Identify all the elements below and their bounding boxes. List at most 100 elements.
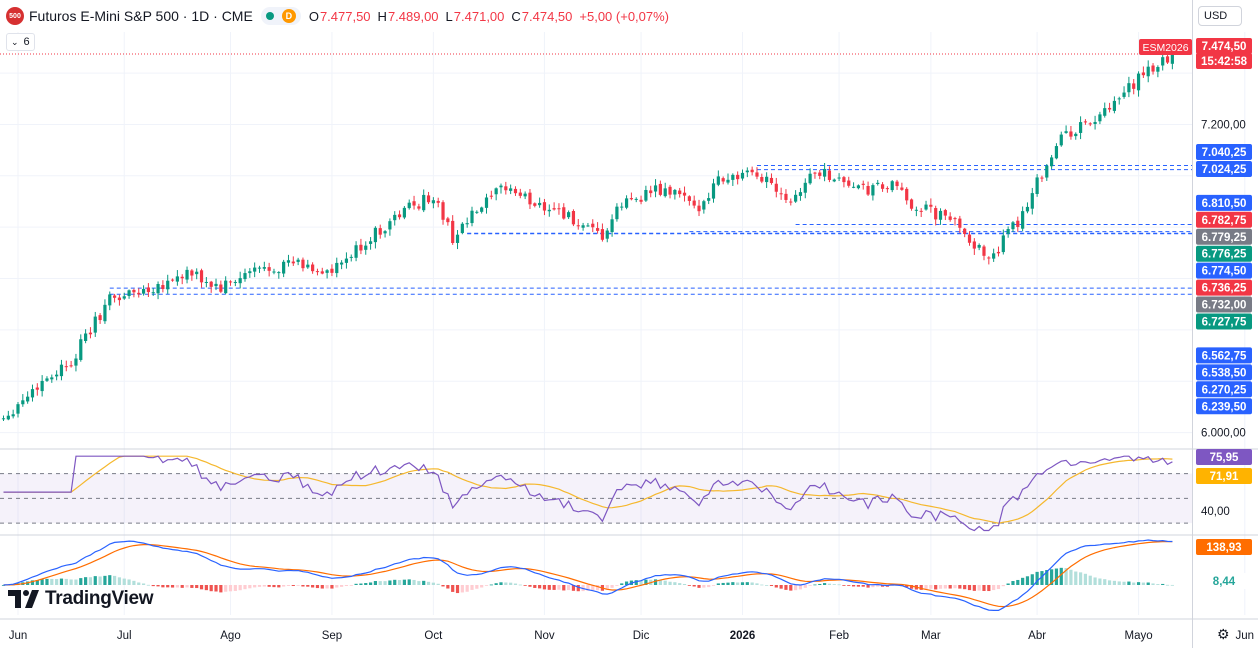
time-axis-label: Oct bbox=[424, 630, 443, 642]
macd-histogram-bar bbox=[1151, 583, 1155, 585]
macd-histogram-bar bbox=[866, 585, 870, 588]
macd-histogram-bar bbox=[1030, 574, 1034, 585]
candle-body bbox=[992, 253, 996, 259]
candle-body bbox=[760, 177, 764, 182]
candle-body bbox=[509, 188, 513, 191]
candle-body bbox=[248, 271, 252, 274]
candle-body bbox=[827, 170, 832, 180]
candle-body bbox=[465, 223, 469, 225]
macd-histogram-bar bbox=[282, 585, 286, 587]
macd-histogram-bar bbox=[827, 583, 832, 585]
candle-body bbox=[692, 200, 696, 206]
level-label-bg bbox=[1196, 347, 1252, 364]
macd-histogram-bar bbox=[253, 585, 257, 588]
candle-body bbox=[586, 225, 590, 227]
market-status-pill[interactable]: D bbox=[260, 7, 301, 25]
candle-body bbox=[214, 283, 218, 287]
macd-histogram-bar bbox=[755, 583, 759, 585]
macd-histogram-bar bbox=[407, 579, 411, 585]
candle-body bbox=[682, 192, 687, 196]
candle-body bbox=[1117, 98, 1121, 100]
macd-histogram-bar bbox=[84, 577, 88, 585]
candle-body bbox=[132, 289, 136, 293]
time-axis-label: Jun bbox=[1236, 630, 1255, 642]
rsi-value-label: 75,95 bbox=[1210, 452, 1239, 464]
candle-body bbox=[595, 228, 600, 231]
candle-body bbox=[195, 271, 199, 275]
time-axis-label: Nov bbox=[534, 630, 555, 642]
candle-body bbox=[446, 218, 450, 223]
macd-histogram-bar bbox=[1011, 581, 1015, 585]
macd-histogram-bar bbox=[711, 585, 716, 586]
currency-selector[interactable]: USD bbox=[1198, 6, 1242, 26]
macd-histogram-bar bbox=[818, 583, 822, 585]
candle-body bbox=[842, 177, 846, 183]
macd-histogram-bar bbox=[325, 585, 329, 589]
level-label: 6.774,50 bbox=[1202, 266, 1247, 278]
settings-gear-icon[interactable]: ⚙ bbox=[1217, 626, 1230, 642]
candle-body bbox=[769, 177, 774, 184]
tradingview-logo[interactable]: TradingView bbox=[8, 588, 154, 610]
candle-body bbox=[750, 169, 754, 173]
macd-histogram-bar bbox=[436, 583, 440, 585]
candle-body bbox=[837, 177, 841, 179]
level-label-bg bbox=[1196, 381, 1252, 398]
macd-histogram-bar bbox=[620, 583, 624, 585]
macd-histogram-value-label-bg bbox=[1196, 573, 1252, 589]
candle-body bbox=[282, 261, 286, 274]
candle-body bbox=[924, 204, 928, 210]
macd-pane bbox=[1, 539, 1174, 612]
candle-body bbox=[982, 246, 986, 256]
macd-line bbox=[3, 539, 1173, 612]
candle-body bbox=[26, 396, 30, 402]
macd-histogram-bar bbox=[146, 584, 150, 586]
level-label: 6.779,25 bbox=[1202, 232, 1247, 244]
macd-histogram-bar bbox=[368, 582, 373, 585]
candle-body bbox=[736, 174, 740, 180]
candle-body bbox=[1035, 177, 1039, 194]
time-axis: Jun Jul Ago Sep Oct Nov Dic 2026 Feb Mar Abr Mayo Ju… bbox=[9, 630, 1254, 642]
macd-histogram-bar bbox=[842, 585, 846, 586]
macd-histogram-bar bbox=[1141, 582, 1145, 585]
chevron-down-icon: ⌄ bbox=[11, 36, 19, 47]
macd-histogram-bar bbox=[1045, 569, 1049, 585]
macd-histogram-bar bbox=[1156, 584, 1160, 585]
candle-body bbox=[1141, 72, 1145, 76]
candle-body bbox=[209, 281, 213, 287]
macd-histogram-bar bbox=[1088, 575, 1092, 585]
candle-body bbox=[436, 200, 440, 203]
candle-body bbox=[687, 196, 691, 201]
time-axis-label: Dic bbox=[633, 630, 650, 642]
candle-body bbox=[600, 229, 605, 240]
candle-body bbox=[832, 179, 836, 182]
macd-histogram-bar bbox=[977, 585, 981, 591]
macd-histogram-bar bbox=[803, 585, 807, 588]
macd-histogram-bar bbox=[958, 585, 962, 589]
legend-header: 500 Futuros E-Mini S&P 500 · 1D · CME D … bbox=[0, 0, 669, 32]
candle-body bbox=[494, 188, 498, 195]
macd-histogram-bar bbox=[141, 583, 146, 585]
candle-body bbox=[784, 193, 788, 200]
level-label-bg bbox=[1196, 364, 1252, 381]
macd-histogram-bar bbox=[765, 584, 769, 586]
indicators-toggle-button[interactable]: ⌄ 6 bbox=[6, 33, 35, 51]
candle-body bbox=[238, 278, 242, 284]
level-label: 6.538,50 bbox=[1202, 367, 1247, 379]
macd-histogram-bar bbox=[615, 585, 619, 586]
candle-body bbox=[620, 206, 624, 208]
macd-histogram-bar bbox=[233, 585, 237, 591]
macd-histogram-bar bbox=[122, 578, 126, 585]
candle-body bbox=[219, 284, 223, 292]
candle-body bbox=[460, 223, 464, 234]
candle-body bbox=[813, 172, 817, 174]
candle-body bbox=[185, 269, 189, 280]
symbol-title[interactable]: Futuros E-Mini S&P 500 · 1D · CME bbox=[29, 8, 253, 24]
macd-histogram-bar bbox=[509, 582, 513, 585]
level-label: 6.727,75 bbox=[1202, 317, 1247, 329]
candle-body bbox=[325, 270, 329, 273]
candle-body bbox=[291, 261, 295, 264]
candle-body bbox=[711, 183, 716, 199]
candle-body bbox=[451, 220, 455, 244]
macd-histogram-bar bbox=[668, 581, 672, 585]
